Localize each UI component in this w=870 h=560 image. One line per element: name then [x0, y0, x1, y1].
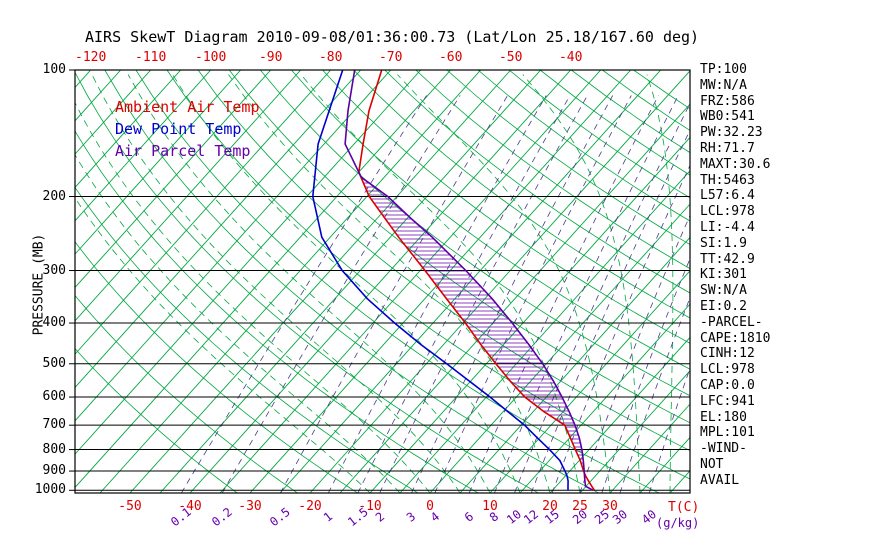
mixing-ratio-lines: [181, 95, 690, 493]
stats-line: LFC:941: [700, 393, 755, 409]
pressure-tick-label: 1000: [34, 482, 66, 498]
stats-line: CAP:0.0: [700, 377, 755, 393]
pressure-tick-label: 600: [42, 389, 66, 405]
stats-line: EL:180: [700, 409, 747, 425]
stats-line: TT:42.9: [700, 251, 755, 267]
stats-line: SW:N/A: [700, 283, 747, 299]
stats-line: PW:32.23: [700, 125, 763, 141]
top-axis-tick: -40: [558, 50, 583, 65]
top-axis-tick: -110: [135, 50, 167, 65]
moist-adiabat-lines: [75, 74, 674, 493]
legend-dew-point-temp: Dew Point Temp: [115, 120, 242, 138]
top-axis-tick: -60: [438, 50, 463, 65]
bottom-axis-tick: -40: [178, 499, 202, 514]
bottom-axis-tick: -20: [298, 499, 322, 514]
stats-line: KI:301: [700, 267, 747, 283]
stats-line: MAXT:30.6: [700, 156, 771, 172]
top-axis-tick: -90: [258, 50, 283, 65]
stats-line: LCL:978: [700, 204, 755, 220]
pressure-axis-title: PRESSURE (MB): [31, 233, 47, 336]
top-axis-tick: -70: [378, 50, 403, 65]
stats-line: AVAIL: [700, 472, 740, 488]
pressure-tick-label: 800: [42, 441, 66, 457]
stats-line: EI:0.2: [700, 298, 747, 314]
stats-line: MW:N/A: [700, 77, 747, 93]
top-axis-tick: -100: [195, 50, 227, 65]
top-axis-tick: -50: [498, 50, 523, 65]
pressure-tick-label: 900: [42, 463, 66, 479]
stats-line: LCL:978: [700, 362, 755, 378]
legend-ambient-air-temp: Ambient Air Temp: [115, 98, 260, 116]
stats-line: MPL:101: [700, 425, 755, 441]
stats-line: -PARCEL-: [700, 314, 763, 330]
stats-line: FRZ:586: [700, 93, 755, 109]
stats-line: WB0:541: [700, 109, 755, 125]
stats-line: TH:5463: [700, 172, 755, 188]
cape-hatch-area: [361, 178, 584, 468]
stats-line: LI:-4.4: [700, 219, 755, 235]
bottom-axis-tick: 30: [602, 499, 618, 514]
plot-frame: [74, 69, 691, 494]
stats-line: NOT: [700, 456, 724, 472]
stats-line: CAPE:1810: [700, 330, 771, 346]
bottom-axis-tick: -30: [238, 499, 262, 514]
chart-title: AIRS SkewT Diagram 2010-09-08/01:36:00.7…: [85, 28, 700, 46]
bottom-axis-tick: -50: [118, 499, 142, 514]
pressure-lines: [75, 70, 690, 491]
pressure-tick-label: 400: [42, 315, 66, 331]
pressure-tick-label: 100: [42, 62, 66, 77]
pressure-tick-label: 300: [42, 262, 66, 278]
dewpoint-curve: [311, 70, 569, 491]
chart-legend: Ambient Air Temp Dew Point Temp Air Parc…: [115, 96, 260, 162]
temp-axis-unit: T(C): [668, 500, 700, 515]
pressure-tick-label: 700: [42, 417, 66, 433]
stats-line: L57:6.4: [700, 188, 755, 204]
pressure-tick-label: 200: [42, 188, 66, 204]
top-axis-tick: -120: [75, 50, 107, 65]
bottom-axis-tick: 20: [542, 499, 558, 514]
bottom-axis-tick: 0: [426, 499, 434, 514]
parcel-temp-curve: [344, 70, 594, 492]
stats-line: TP:100: [700, 62, 747, 77]
stats-line: RH:71.7: [700, 140, 755, 156]
stats-line: CINH:12: [700, 346, 755, 362]
bottom-axis-tick: 25: [572, 499, 588, 514]
pressure-tick-label: 500: [42, 355, 66, 371]
plot-area: [75, 70, 690, 493]
stats-panel: TP:100 MW:N/A FRZ:586 WB0:541 PW:32.23 RH:71.…: [700, 62, 770, 489]
top-axis-tick: -80: [318, 50, 343, 65]
legend-air-parcel-temp: Air Parcel Temp: [115, 142, 251, 160]
pressure-tick-marks: [69, 69, 75, 491]
bottom-axis-tick: 10: [482, 499, 498, 514]
mixing-ratio-unit: (g/kg): [656, 516, 700, 530]
stats-line: -WIND-: [700, 441, 747, 457]
bottom-axis-tick: -10: [358, 499, 382, 514]
stats-line: SI:1.9: [700, 235, 747, 251]
